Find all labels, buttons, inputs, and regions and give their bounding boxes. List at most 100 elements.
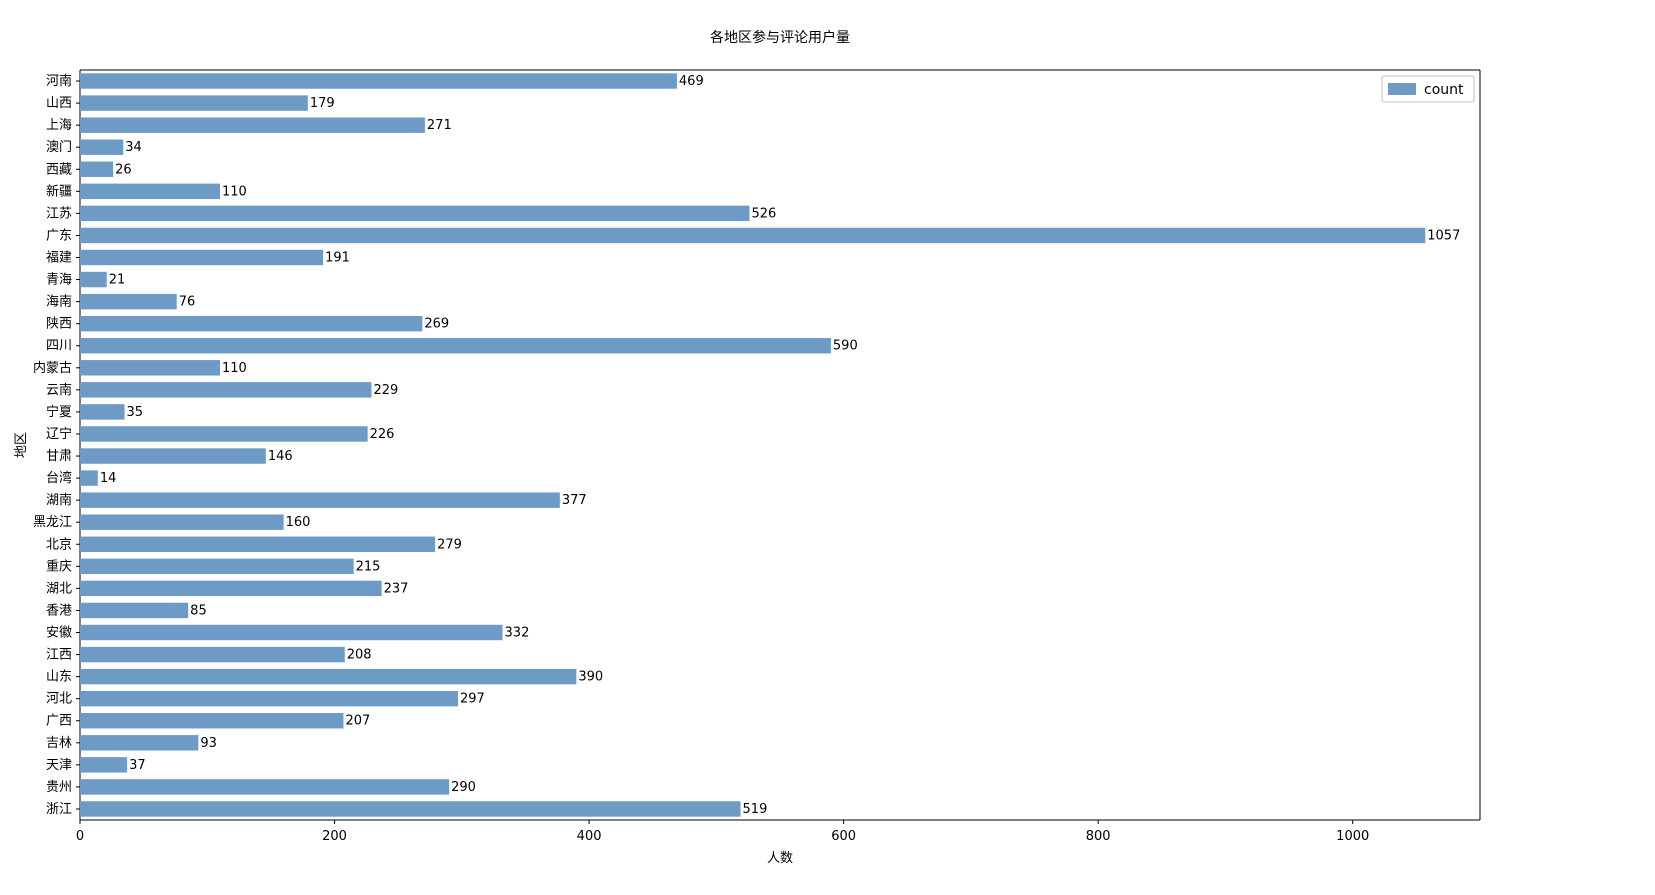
y-axis-label: 地区 — [14, 432, 29, 458]
bar — [80, 162, 113, 177]
bar — [80, 492, 560, 507]
y-tick-label: 黑龙江 — [33, 515, 72, 530]
bar — [80, 95, 308, 110]
x-tick-label: 0 — [76, 829, 84, 844]
y-tick-label: 甘肃 — [46, 449, 72, 464]
y-tick-label: 宁夏 — [46, 404, 72, 420]
bar-value-label: 14 — [100, 471, 117, 486]
bar — [80, 250, 323, 265]
bar — [80, 184, 220, 199]
bar — [80, 581, 382, 596]
x-axis-label: 人数 — [767, 851, 793, 866]
y-tick-label: 天津 — [46, 758, 72, 773]
y-tick-label: 河南 — [46, 73, 72, 89]
bar-value-label: 85 — [190, 603, 207, 618]
y-tick-label: 河北 — [46, 692, 72, 707]
bar — [80, 514, 284, 529]
bar — [80, 801, 741, 816]
bar — [80, 294, 177, 309]
bar — [80, 625, 503, 640]
bar-value-label: 290 — [451, 780, 476, 795]
y-tick-label: 广东 — [46, 228, 72, 243]
y-tick-label: 新疆 — [46, 183, 72, 199]
bar — [80, 779, 449, 794]
bar — [80, 713, 343, 728]
y-tick-label: 山西 — [46, 96, 72, 111]
y-tick-label: 辽宁 — [46, 426, 72, 442]
bar — [80, 404, 125, 419]
y-tick-label: 安徽 — [46, 626, 72, 641]
y-tick-label: 浙江 — [46, 802, 72, 817]
bar — [80, 272, 107, 287]
y-tick-label: 重庆 — [46, 558, 72, 574]
bar-value-label: 1057 — [1427, 228, 1460, 243]
bar-value-label: 76 — [179, 295, 196, 310]
bar — [80, 73, 677, 88]
x-tick-label: 600 — [831, 829, 856, 844]
chart-container: 各地区参与评论用户量02004006008001000人数河南山西上海澳门西藏新… — [0, 0, 1655, 895]
chart-title: 各地区参与评论用户量 — [710, 29, 850, 46]
y-tick-label: 福建 — [46, 251, 72, 266]
bar-value-label: 37 — [129, 758, 146, 773]
bar-value-label: 526 — [751, 206, 776, 221]
bar — [80, 559, 354, 574]
bar — [80, 537, 435, 552]
bar-value-label: 229 — [373, 383, 398, 398]
y-tick-label: 湖南 — [46, 492, 72, 508]
bar — [80, 757, 127, 772]
bar-value-label: 390 — [578, 670, 603, 685]
y-tick-label: 北京 — [46, 537, 72, 552]
bar-value-label: 519 — [743, 802, 768, 817]
bar-value-label: 35 — [127, 405, 144, 420]
y-tick-label: 澳门 — [46, 139, 72, 155]
y-tick-label: 湖北 — [46, 581, 72, 596]
y-tick-label: 云南 — [46, 382, 72, 398]
y-tick-label: 上海 — [46, 118, 72, 133]
bar — [80, 603, 188, 618]
bar — [80, 206, 749, 221]
bar-value-label: 179 — [310, 96, 335, 111]
bar-value-label: 208 — [347, 648, 372, 663]
bar-value-label: 226 — [370, 427, 395, 442]
bar-value-label: 297 — [460, 692, 485, 707]
bar-value-label: 377 — [562, 493, 587, 508]
x-tick-label: 800 — [1086, 829, 1111, 844]
y-tick-label: 吉林 — [46, 736, 72, 751]
bar-value-label: 160 — [286, 515, 311, 530]
y-tick-label: 海南 — [46, 294, 72, 310]
bar — [80, 117, 425, 132]
bar-value-label: 590 — [833, 339, 858, 354]
y-tick-label: 贵州 — [46, 780, 72, 795]
x-tick-label: 1000 — [1336, 829, 1369, 844]
bar — [80, 735, 198, 750]
bar — [80, 426, 368, 441]
bar — [80, 691, 458, 706]
bar — [80, 647, 345, 662]
y-tick-label: 西藏 — [46, 162, 72, 177]
bar-value-label: 469 — [679, 74, 704, 89]
bar — [80, 669, 576, 684]
y-tick-label: 香港 — [46, 603, 72, 618]
bar — [80, 382, 371, 397]
bar-value-label: 21 — [109, 273, 126, 288]
bar-value-label: 215 — [356, 559, 381, 574]
bar-value-label: 332 — [505, 626, 530, 641]
bar — [80, 228, 1425, 243]
bar-value-label: 34 — [125, 140, 142, 155]
y-tick-label: 广西 — [46, 714, 72, 729]
bar — [80, 448, 266, 463]
bar-value-label: 110 — [222, 184, 247, 199]
legend-swatch — [1388, 83, 1416, 95]
bar-value-label: 237 — [384, 581, 409, 596]
y-tick-label: 四川 — [46, 339, 72, 354]
x-tick-label: 200 — [322, 829, 347, 844]
bar-value-label: 207 — [345, 714, 370, 729]
y-tick-label: 陕西 — [46, 317, 72, 332]
chart-bg — [0, 0, 1655, 895]
y-tick-label: 江苏 — [46, 205, 72, 221]
horizontal-bar-chart: 各地区参与评论用户量02004006008001000人数河南山西上海澳门西藏新… — [0, 0, 1655, 895]
legend-label: count — [1424, 82, 1464, 98]
bar-value-label: 93 — [200, 736, 217, 751]
bar-value-label: 146 — [268, 449, 293, 464]
bar — [80, 470, 98, 485]
